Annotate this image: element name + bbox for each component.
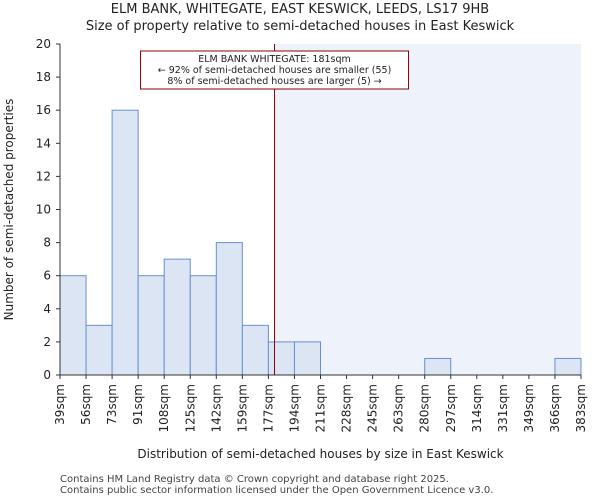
bar-177sqm — [267, 341, 295, 376]
x-tick-label: 56sqm — [79, 384, 93, 425]
y-tick-label: 8 — [43, 236, 51, 250]
chart-subtitle: Size of property relative to semi-detach… — [85, 19, 515, 34]
x-tick-label: 177sqm — [261, 384, 275, 432]
annotation-line-3: 8% of semi-detached houses are larger (5… — [167, 76, 381, 87]
y-tick-label: 20 — [36, 37, 51, 51]
y-axis-label: Number of semi-detached properties — [2, 99, 16, 321]
annotation-line-1: ELM BANK WHITEGATE: 181sqm — [198, 54, 351, 65]
x-tick-label: 211sqm — [314, 384, 328, 432]
x-tick-label: 331sqm — [496, 384, 510, 432]
footer-copyright: Contains HM Land Registry data © Crown c… — [60, 474, 449, 485]
x-tick-label: 245sqm — [366, 384, 380, 432]
y-tick-label: 6 — [43, 269, 51, 283]
x-tick-label: 383sqm — [574, 384, 588, 432]
x-tick-label: 125sqm — [183, 384, 197, 432]
x-tick-label: 297sqm — [444, 384, 458, 432]
x-tick-label: 314sqm — [470, 384, 484, 432]
y-tick-label: 0 — [43, 368, 51, 382]
bar-142sqm — [215, 242, 243, 376]
x-tick-label: 73sqm — [105, 384, 119, 425]
y-tick-label: 18 — [36, 70, 51, 84]
x-tick-label: 280sqm — [418, 384, 432, 432]
annotation-box — [140, 50, 410, 90]
chart-title: ELM BANK, WHITEGATE, EAST KESWICK, LEEDS… — [110, 2, 490, 17]
bar-91sqm — [137, 275, 165, 376]
bar-194sqm — [293, 341, 322, 376]
y-tick-label: 2 — [43, 335, 51, 349]
bar-159sqm — [241, 324, 269, 376]
y-tick-label: 10 — [36, 203, 51, 217]
x-tick-label: 91sqm — [131, 384, 145, 425]
x-tick-label: 228sqm — [340, 384, 354, 432]
bar-56sqm — [85, 324, 113, 376]
x-tick-label: 366sqm — [548, 384, 562, 432]
bar-125sqm — [189, 275, 217, 376]
highlight-region — [274, 44, 581, 375]
x-tick-label: 263sqm — [392, 384, 406, 432]
y-tick-label: 16 — [36, 103, 51, 117]
y-tick-label: 14 — [36, 136, 51, 150]
footer-licence: Contains public sector information licen… — [60, 485, 494, 496]
bar-108sqm — [163, 258, 191, 376]
x-tick-label: 142sqm — [209, 384, 223, 432]
y-tick-label: 4 — [43, 302, 51, 316]
bar-366sqm — [554, 357, 582, 376]
bar-39sqm — [59, 275, 87, 376]
x-tick-label: 349sqm — [522, 384, 536, 432]
y-tick-label: 12 — [36, 169, 51, 183]
x-tick-label: 39sqm — [53, 384, 67, 425]
annotation-line-2: ← 92% of semi-detached houses are smalle… — [158, 65, 392, 76]
x-axis-label: Distribution of semi-detached houses by … — [137, 447, 503, 461]
x-tick-label: 108sqm — [157, 384, 171, 432]
bar-73sqm — [111, 109, 139, 376]
x-tick-label: 194sqm — [287, 384, 301, 432]
bar-280sqm — [424, 357, 452, 376]
x-tick-label: 159sqm — [235, 384, 249, 432]
